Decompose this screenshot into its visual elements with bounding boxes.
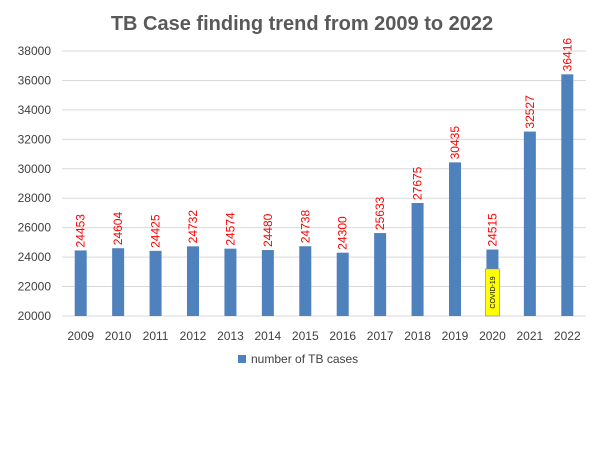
bar	[187, 246, 199, 316]
y-tick-label: 26000	[18, 221, 52, 235]
x-tick-label: 2011	[143, 329, 169, 343]
x-axis-ticks: 2009 2010 2011 2012 2013 2014 2015 2016 2017 2018…	[67, 329, 581, 343]
legend: number of TB cases	[238, 352, 358, 366]
data-label: 36416	[560, 38, 574, 72]
x-tick-label: 2012	[180, 329, 207, 343]
bar	[112, 248, 125, 316]
x-tick-label: 2022	[554, 329, 581, 343]
x-tick-label: 2010	[105, 329, 132, 343]
data-label: 32527	[523, 95, 537, 129]
data-label: 24732	[186, 210, 200, 244]
bar	[336, 252, 349, 316]
bar	[224, 248, 237, 316]
x-tick-label: 2019	[442, 329, 469, 343]
bar	[449, 162, 461, 316]
bar	[74, 250, 87, 316]
x-tick-label: 2013	[217, 329, 244, 343]
data-labels: 24453 24604 24425 24732 24574 24480 24738 24300…	[74, 38, 575, 250]
bar	[523, 131, 536, 316]
bar	[261, 250, 274, 316]
y-tick-label: 20000	[18, 309, 52, 323]
bar	[374, 233, 387, 316]
data-label: 24515	[485, 213, 499, 247]
y-tick-label: 30000	[18, 162, 52, 176]
data-label: 25633	[373, 196, 387, 230]
x-tick-label: 2020	[479, 329, 506, 343]
x-tick-label: 2018	[404, 329, 431, 343]
x-tick-label: 2009	[67, 329, 94, 343]
x-tick-label: 2016	[329, 329, 356, 343]
y-tick-label: 32000	[18, 132, 52, 146]
bar	[561, 74, 574, 316]
chart-title: TB Case finding trend from 2009 to 2022	[111, 13, 493, 35]
bar	[299, 246, 312, 316]
y-tick-label: 28000	[18, 191, 52, 205]
data-label: 24604	[111, 212, 125, 246]
y-tick-label: 36000	[18, 73, 52, 87]
y-tick-label: 24000	[18, 250, 52, 264]
data-label: 24300	[336, 216, 350, 250]
y-axis-ticks: 20000 22000 24000 26000 28000 30000 32000 34000…	[18, 44, 52, 323]
bars	[74, 74, 574, 316]
x-tick-label: 2017	[367, 329, 394, 343]
x-tick-label: 2015	[292, 329, 319, 343]
data-label: 24425	[149, 214, 163, 248]
y-tick-label: 22000	[18, 280, 52, 294]
y-tick-label: 34000	[18, 103, 52, 117]
annotations: COVID-19	[485, 268, 500, 317]
data-label: 30435	[448, 126, 462, 160]
covid-annotation-label: COVID-19	[490, 276, 497, 308]
covid-annotation-box	[485, 268, 500, 317]
data-label: 24453	[74, 214, 88, 248]
gridlines	[62, 50, 586, 317]
bar	[149, 250, 162, 316]
y-tick-label: 38000	[18, 44, 52, 58]
bar	[411, 203, 424, 316]
legend-label: number of TB cases	[251, 352, 358, 366]
x-tick-label: 2021	[517, 329, 544, 343]
legend-swatch	[238, 355, 246, 363]
data-label: 24574	[223, 212, 237, 246]
data-label: 27675	[411, 166, 425, 200]
x-tick-label: 2014	[255, 329, 282, 343]
data-label: 24738	[298, 210, 312, 244]
data-label: 24480	[261, 213, 275, 247]
